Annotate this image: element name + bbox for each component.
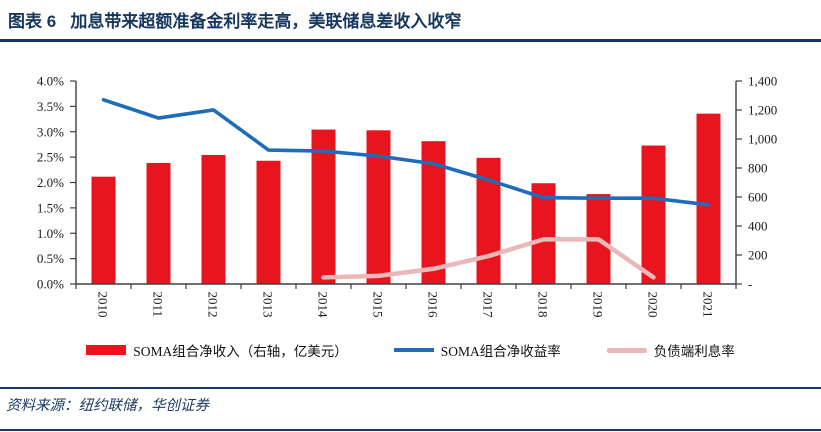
x-axis-category-label: 2018 [536,292,551,318]
right-axis-tick-label: - [748,277,752,292]
x-axis-category-label: 2019 [591,292,606,318]
x-axis-category-label: 2012 [206,292,221,318]
title-underline [0,39,821,42]
bar-2012 [201,154,226,284]
x-axis-category-label: 2020 [646,292,661,318]
legend-item-net-yield: SOMA组合净收益率 [393,340,561,360]
chart-svg: 0.0% 0.5% 1.0% 1.5% 2.0% 2.5% 3.0% 3.5% 4.0% - 200… [37,74,777,319]
right-axis-tick-label: 200 [748,248,768,263]
bottom-border [0,429,821,431]
bar-2021 [696,113,721,284]
right-axis-tick-label: 1,000 [748,132,777,147]
legend-swatch-blue-line [393,348,434,352]
bar-2010 [91,176,116,284]
x-axis-category-label: 2014 [316,292,331,319]
legend-swatch-red-bar [86,345,127,355]
bar-2015 [366,130,391,284]
left-axis-tick-label: 1.0% [37,226,64,241]
legend-label: SOMA组合净收益率 [440,344,561,359]
source-note: 资料来源：纽约联储，华创证券 [6,398,209,414]
liability-interest-rate-line [321,237,656,280]
left-axis-tick-label: 4.0% [37,74,64,89]
x-axis-category-label: 2010 [96,292,111,318]
bar-2013 [256,160,281,284]
x-axis-category-label: 2011 [151,292,166,318]
bar-2011 [146,162,171,284]
bar-2020 [641,145,666,284]
left-axis-tick-label: 1.5% [37,200,64,215]
x-axis-category-label: 2016 [426,292,441,319]
soma-net-yield-line [101,97,711,207]
left-axis-tick-label: 0.0% [37,277,64,292]
x-axis-category-label: 2021 [701,292,716,318]
combo-chart: 0.0% 0.5% 1.0% 1.5% 2.0% 2.5% 3.0% 3.5% 4.0% - 200… [0,50,821,340]
chart-legend: SOMA组合净收入（右轴，亿美元） SOMA组合净收益率 负债端利息率 [0,340,821,360]
legend-item-liability-rate: 负债端利息率 [606,340,735,360]
left-axis-tick-label: 2.5% [37,150,64,165]
left-axis-tick-label: 2.0% [37,175,64,190]
source-divider [0,387,821,389]
left-axis-tick-label: 3.0% [37,124,64,139]
left-axis-tick-label: 0.5% [37,251,64,266]
right-axis-tick-label: 600 [748,190,768,205]
x-axis-category-label: 2013 [261,292,276,318]
legend-item-net-income: SOMA组合净收入（右轴，亿美元） [86,340,348,360]
legend-label: 负债端利息率 [653,344,735,359]
legend-swatch-pink-line [606,347,647,353]
x-axis-category-label: 2017 [481,292,496,319]
right-axis-tick-label: 1,400 [748,74,777,89]
left-axis-tick-label: 3.5% [37,99,64,114]
x-axis-category-label: 2015 [371,292,386,318]
right-axis-tick-label: 1,200 [748,103,777,118]
figure-title: 图表 6 加息带来超额准备金利率走高，美联储息差收入收窄 [8,12,462,31]
right-axis-tick-label: 800 [748,161,768,176]
bar-2014 [311,129,336,284]
right-axis-tick-label: 400 [748,219,768,234]
legend-label: SOMA组合净收入（右轴，亿美元） [133,344,348,359]
bar-2018 [531,183,556,284]
